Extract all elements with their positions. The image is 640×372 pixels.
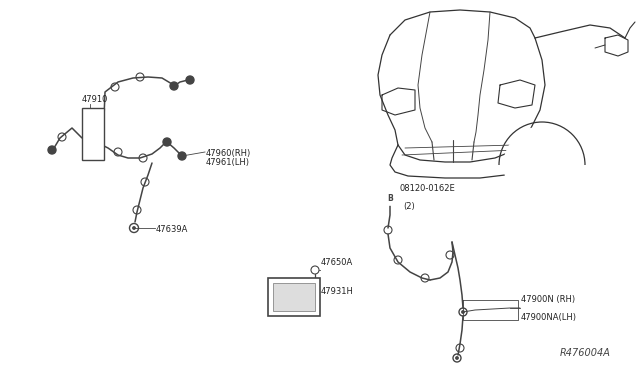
Text: 08120-0162E: 08120-0162E — [400, 184, 456, 193]
Circle shape — [383, 191, 397, 205]
Circle shape — [456, 357, 458, 359]
Circle shape — [48, 146, 56, 154]
Text: 47910: 47910 — [82, 95, 108, 104]
Text: 47931H: 47931H — [321, 287, 354, 296]
Circle shape — [133, 227, 135, 229]
Circle shape — [186, 76, 194, 84]
Text: B: B — [387, 193, 393, 202]
Circle shape — [163, 138, 171, 146]
Bar — [273, 283, 315, 311]
Circle shape — [504, 127, 580, 203]
Text: 47960(RH): 47960(RH) — [206, 149, 252, 158]
Bar — [82, 108, 104, 160]
Text: 47900NA(LH): 47900NA(LH) — [521, 313, 577, 322]
Text: 47650A: 47650A — [321, 258, 353, 267]
Circle shape — [530, 153, 554, 177]
Circle shape — [170, 82, 178, 90]
Text: 47639A: 47639A — [156, 225, 188, 234]
Bar — [268, 278, 320, 316]
Text: 47900N (RH): 47900N (RH) — [521, 295, 575, 304]
Circle shape — [518, 141, 566, 189]
Text: (2): (2) — [403, 202, 415, 211]
Text: 47961(LH): 47961(LH) — [206, 158, 250, 167]
Circle shape — [462, 311, 464, 313]
Circle shape — [178, 152, 186, 160]
Text: R476004A: R476004A — [560, 348, 611, 358]
